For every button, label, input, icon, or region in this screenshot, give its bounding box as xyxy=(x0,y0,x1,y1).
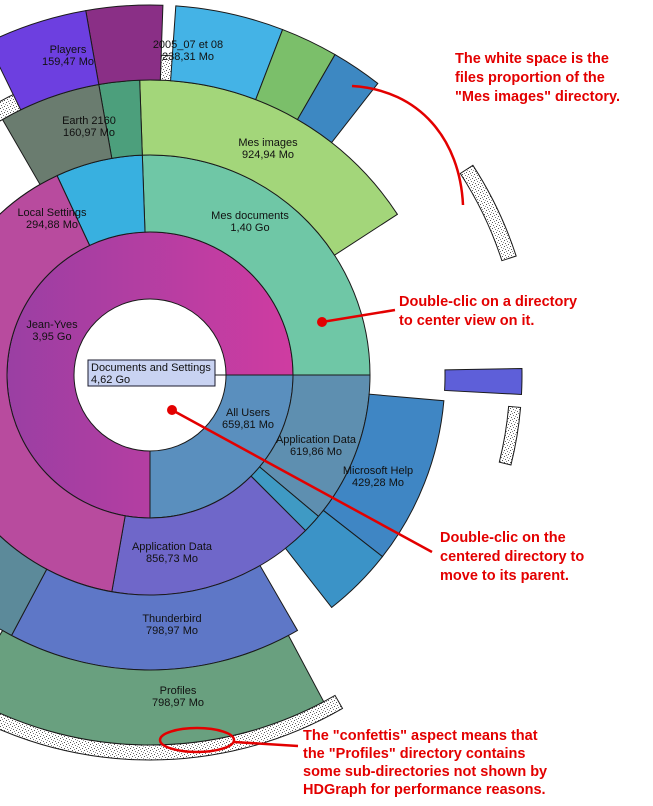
annotation-line: The "confettis" aspect means that xyxy=(303,728,538,744)
label-earth_2160-name: Earth 2160 xyxy=(62,115,116,127)
double-click-dir-dot xyxy=(317,317,327,327)
label-all_users-size: 659,81 Mo xyxy=(222,419,274,431)
annotation-double-click-center: Double-clic on the centered directory to… xyxy=(440,530,584,584)
label-application_data_2-name: Application Data xyxy=(276,434,357,446)
label-mes_images-size: 924,94 Mo xyxy=(242,149,294,161)
label-players-name: Players xyxy=(50,44,87,56)
segment-level4-left[interactable] xyxy=(0,394,48,637)
annotation-line: the "Profiles" directory contains xyxy=(303,746,525,762)
label-jean_yves-name: Jean-Yves xyxy=(26,319,78,331)
center-directory[interactable]: Documents and Settings 4,62 Go xyxy=(87,359,216,387)
annotation-confettis: The "confettis" aspect means that the "P… xyxy=(303,728,547,798)
segment-level4-small[interactable] xyxy=(284,509,384,609)
confetti-region xyxy=(498,405,522,466)
annotation-line: HDGraph for performance reasons. xyxy=(303,782,546,798)
center-directory-box[interactable] xyxy=(87,359,216,387)
label-mes_images-name: Mes images xyxy=(238,137,298,149)
annotation-line: "Mes images" directory. xyxy=(455,89,620,105)
double-click-dir-arrow xyxy=(321,308,396,324)
label-mes_documents-name: Mes documents xyxy=(211,210,289,222)
center-directory-size: 4,62 Go xyxy=(91,374,130,386)
label-thunderbird-size: 798,97 Mo xyxy=(146,625,198,637)
annotation-line: Double-clic on a directory xyxy=(399,294,577,310)
confettis-arrow xyxy=(233,740,299,748)
annotation-line: move to its parent. xyxy=(440,568,569,584)
label-local_settings-name: Local Settings xyxy=(17,207,87,219)
annotation-white-space: The white space is the files proportion … xyxy=(455,51,620,105)
label-application_data_1-name: Application Data xyxy=(132,541,213,553)
annotation-double-click-dir: Double-clic on a directory to center vie… xyxy=(399,294,577,329)
confettis-highlight-ellipse xyxy=(158,726,236,754)
label-microsoft_help-name: Microsoft Help xyxy=(343,465,413,477)
segment-jean-yves-left[interactable] xyxy=(0,174,126,593)
segment-level5-right[interactable] xyxy=(444,367,523,395)
double-click-center-arrow xyxy=(171,408,433,554)
label-application_data_2-size: 619,86 Mo xyxy=(290,446,342,458)
label-profiles-name: Profiles xyxy=(160,685,197,697)
segment-profiles[interactable] xyxy=(0,629,325,746)
label-mes_documents-size: 1,40 Go xyxy=(230,222,269,234)
annotation-line: some sub-directories not shown by xyxy=(303,764,547,780)
label-players-size: 159,47 Mo xyxy=(42,56,94,68)
segment-level5-blue[interactable] xyxy=(296,53,379,144)
label-jean_yves-size: 3,95 Go xyxy=(32,331,71,343)
label-application_data_1-size: 856,73 Mo xyxy=(146,553,198,565)
annotation-line: Double-clic on the xyxy=(440,530,566,546)
confetti-region xyxy=(459,164,517,262)
label-microsoft_help-size: 429,28 Mo xyxy=(352,477,404,489)
annotation-arrows xyxy=(158,84,465,754)
annotation-line: centered directory to xyxy=(440,549,584,565)
segment-players[interactable] xyxy=(85,4,164,86)
label-profiles-size: 798,97 Mo xyxy=(152,697,204,709)
annotation-line: The white space is the xyxy=(455,51,609,67)
white-space-arrow xyxy=(351,84,465,206)
double-click-center-dot xyxy=(167,405,177,415)
label-thunderbird-name: Thunderbird xyxy=(142,613,201,625)
annotation-line: to center view on it. xyxy=(399,313,534,329)
annotation-line: files proportion of the xyxy=(455,70,605,86)
center-directory-name: Documents and Settings xyxy=(91,362,211,374)
label-earth_2160-size: 160,97 Mo xyxy=(63,127,115,139)
label-photos_2005-name: 2005_07 et 08 xyxy=(153,39,223,51)
label-local_settings-size: 294,88 Mo xyxy=(26,219,78,231)
label-photos_2005-size: 238,31 Mo xyxy=(162,51,214,63)
segment-level5-purple[interactable] xyxy=(0,10,100,111)
directory-rings xyxy=(0,4,523,746)
label-all_users-name: All Users xyxy=(226,407,271,419)
